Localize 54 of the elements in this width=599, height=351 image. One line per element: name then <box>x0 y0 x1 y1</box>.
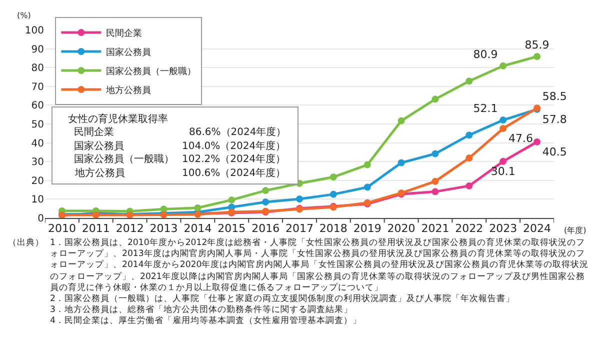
annotation: 女性の育児休業取得率 <box>68 113 168 125</box>
y-tick-label: 0 <box>38 214 44 224</box>
data-label: 80.9 <box>473 48 498 61</box>
x-tick-label: 2019 <box>353 222 382 236</box>
annotation: 86.6%（2024年度） <box>189 126 286 138</box>
x-tick-label: 2013 <box>150 222 178 236</box>
data-label: 30.1 <box>490 165 516 178</box>
y-tick-label: 80 <box>31 63 44 74</box>
x-tick-label: 2015 <box>218 222 246 236</box>
annotation: 100.6%（2024年度） <box>182 167 286 179</box>
legend-label: 国家公務員（一般職） <box>106 66 196 78</box>
text: 4．民間企業は、厚生労働省「雇用均等基本調査（女性雇用管理基本調査）」 <box>50 316 362 328</box>
data-label: 47.6 <box>508 132 533 146</box>
x-tick-label: 2023 <box>489 222 518 236</box>
text: 2．国家公務員（一般職）は、人事院「仕事と家庭の両立支援関係制度の利用状況調査」及び人事院「年次報告書」 <box>50 294 516 305</box>
y-tick-label: 20 <box>31 176 44 187</box>
legend-label: 国家公務員 <box>106 47 152 58</box>
x-tick-label: 2018 <box>319 222 348 236</box>
annotation: 104.0%（2024年度） <box>182 140 286 152</box>
y-tick-label: 30 <box>31 157 44 168</box>
x-tick-label: 2017 <box>286 222 314 236</box>
annotation: 国家公務員 <box>74 140 124 152</box>
y-tick-label: 70 <box>31 82 44 93</box>
legend-label: 地方公務員 <box>105 85 152 96</box>
x-tick-label: 2020 <box>387 222 416 236</box>
y-tick-label: 50 <box>31 120 44 130</box>
data-label: 52.1 <box>473 102 498 115</box>
y-tick-label: 60 <box>31 100 44 112</box>
data-label: 57.8 <box>542 112 567 126</box>
x-tick-label: 2010 <box>48 222 76 236</box>
x-tick-label: 2012 <box>116 222 144 236</box>
y-tick-label: 100 <box>24 26 44 36</box>
annotation: 民間企業 <box>74 126 114 138</box>
text: （出典） <box>8 238 44 250</box>
x-tick-label: 2021 <box>421 222 450 236</box>
data-label: 40.5 <box>542 145 567 158</box>
annotation: 地方公務員 <box>74 167 125 179</box>
annotation: 102.2%（2024年度） <box>182 153 286 165</box>
annotation: 国家公務員（一般職） <box>74 153 174 165</box>
y-tick-label: 10 <box>31 194 44 206</box>
data-label: 85.9 <box>524 38 550 52</box>
y-tick-label: 90 <box>31 44 44 56</box>
x-tick-label: 2011 <box>82 222 110 236</box>
text: 1．国家公務員は、2010年度から2012年度は総務省・人事院「女性国家公務員の登用状況及び国家公務員の育児休業の取得状況のフォローアップ」、2013年度は内閣官房内閣人事局・人事院「女性国家公務員の登用状況及び国家公務員の育児休業等の取得状況のフォローアップ」、2014年度から2020年度は内閣官房内閣人事局「女性国家公務員の登用状況及び国家公務員の育児休業等の取得状況のフォローアップ」、2021年度以降は内閣官房内閣人事局「国家公務員の育児休業等の取得状況のフォローアップ及び男性国家公務員の育児に伴う休暇・休業の１か月以上取得促進に係るフォローアップについて」 <box>50 238 590 294</box>
y-tick-label: 40 <box>31 138 44 150</box>
x-axis-title: (年度) <box>564 226 586 235</box>
text: 3．地方公務員は、総務省「地方公共団体の勤務条件等に関する調査結果」 <box>50 305 354 316</box>
x-tick-label: 2024 <box>523 222 552 236</box>
x-tick-label: 2014 <box>184 222 212 236</box>
data-label: 58.5 <box>542 90 567 103</box>
y-axis-title: (%) <box>17 11 31 20</box>
legend-label: 民間企業 <box>106 28 142 40</box>
x-tick-label: 2016 <box>252 222 280 236</box>
x-tick-label: 2022 <box>455 222 484 236</box>
